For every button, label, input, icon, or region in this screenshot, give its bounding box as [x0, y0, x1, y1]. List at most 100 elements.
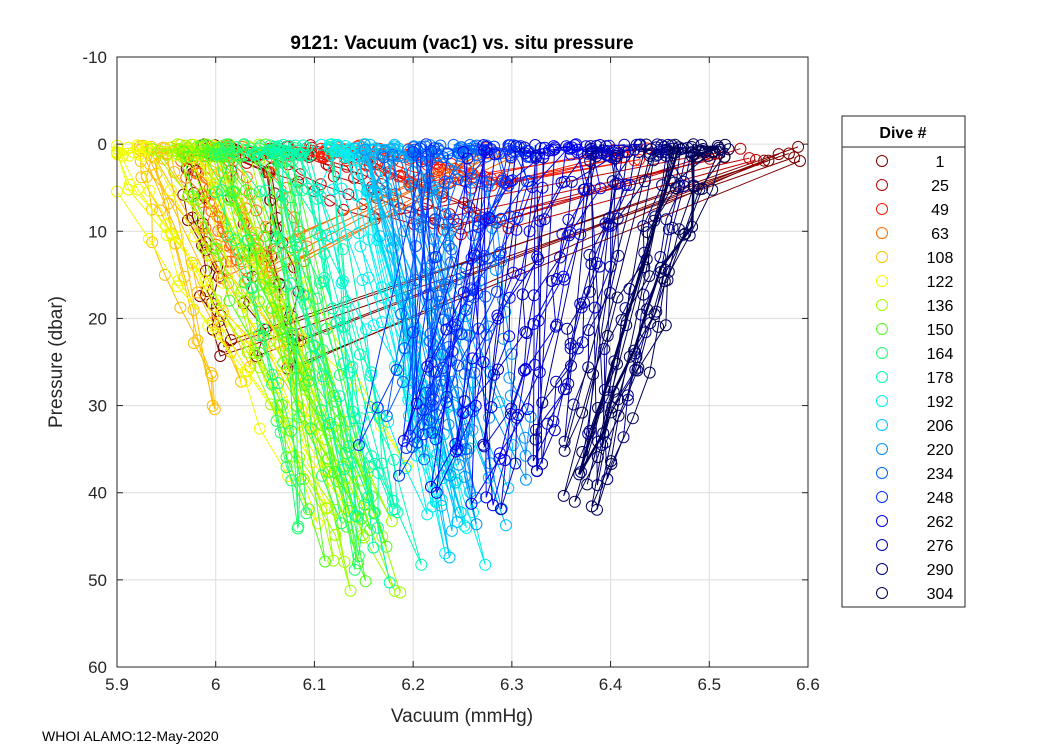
data-point — [282, 148, 295, 161]
series-line — [253, 144, 357, 516]
data-point — [444, 307, 457, 320]
legend-item: 220 — [876, 442, 953, 459]
data-point — [262, 371, 275, 384]
data-point — [592, 402, 604, 414]
data-point — [253, 361, 266, 374]
axes — [116, 56, 809, 668]
data-point — [428, 142, 440, 155]
data-point — [590, 150, 603, 163]
data-point — [640, 138, 653, 151]
data-point — [506, 174, 519, 187]
data-point — [722, 143, 735, 156]
data-point — [348, 412, 361, 425]
series-line — [215, 143, 299, 529]
data-point — [212, 327, 225, 340]
legend-marker — [876, 539, 888, 551]
data-point — [484, 366, 497, 379]
data-point — [220, 138, 233, 151]
data-point — [566, 141, 579, 154]
data-point — [327, 554, 340, 567]
legend: Dive # 1 25 49 63 108 122 136 150 164 178 192 206 22… — [841, 115, 966, 608]
data-point — [223, 294, 236, 307]
data-point — [300, 507, 313, 520]
data-point — [481, 252, 494, 265]
data-point — [444, 224, 457, 237]
data-point — [403, 178, 416, 191]
data-point — [312, 184, 325, 197]
data-point — [354, 240, 367, 253]
data-point — [177, 145, 189, 158]
data-point — [314, 178, 327, 191]
legend-item: 248 — [876, 490, 953, 507]
data-point — [565, 175, 578, 188]
data-point — [352, 550, 365, 563]
data-series — [111, 138, 806, 599]
data-point — [558, 175, 571, 188]
data-point — [482, 176, 495, 189]
data-point — [610, 150, 623, 163]
legend-label: 150 — [927, 322, 954, 339]
legend-item: 178 — [876, 370, 953, 387]
data-point — [576, 446, 589, 458]
data-point — [276, 188, 289, 201]
data-point — [418, 453, 431, 466]
data-point — [253, 185, 266, 198]
data-point — [239, 375, 252, 388]
legend-item: 304 — [876, 586, 953, 603]
data-point — [469, 399, 482, 412]
data-point — [504, 175, 517, 188]
data-point — [315, 138, 328, 151]
data-point — [314, 229, 327, 242]
data-point — [209, 148, 222, 161]
data-point — [655, 139, 668, 152]
series-line — [470, 145, 590, 506]
data-point — [337, 463, 350, 476]
legend-label: 1 — [936, 154, 945, 171]
data-point — [563, 229, 576, 242]
data-point — [165, 229, 178, 241]
data-point — [719, 138, 732, 151]
legend-marker — [876, 155, 888, 167]
data-point — [337, 357, 350, 370]
data-point — [304, 323, 317, 336]
data-point — [582, 324, 595, 337]
data-point — [693, 183, 706, 196]
data-point — [323, 416, 336, 429]
data-point — [429, 366, 442, 379]
data-point — [277, 356, 290, 369]
data-point — [335, 517, 348, 530]
legend-label: 276 — [927, 538, 954, 555]
data-point — [226, 185, 239, 198]
data-point — [390, 363, 403, 376]
data-point — [445, 243, 458, 256]
data-point — [235, 375, 248, 388]
data-point — [522, 149, 535, 162]
legend-marker — [876, 203, 888, 215]
data-point — [480, 146, 493, 159]
data-point — [758, 154, 771, 167]
y-tick-label: 50 — [88, 571, 107, 590]
data-point — [206, 399, 219, 412]
data-point — [208, 185, 220, 198]
x-tick-label: 5.9 — [105, 675, 129, 694]
data-point — [674, 143, 687, 156]
data-point — [794, 155, 806, 167]
data-point — [264, 334, 277, 347]
data-point — [470, 491, 483, 504]
series-line — [337, 144, 486, 565]
data-point — [608, 146, 621, 159]
data-point — [451, 515, 464, 528]
data-point — [611, 212, 624, 225]
data-point — [478, 440, 491, 453]
data-point — [353, 348, 366, 361]
data-point — [529, 151, 542, 164]
data-point — [201, 278, 214, 290]
data-point — [557, 489, 570, 502]
data-point — [291, 522, 304, 535]
data-point — [335, 277, 348, 289]
data-point — [409, 240, 422, 253]
data-point — [137, 149, 150, 162]
data-point — [487, 499, 499, 512]
legend-label: 63 — [931, 226, 949, 243]
data-point — [537, 151, 550, 164]
